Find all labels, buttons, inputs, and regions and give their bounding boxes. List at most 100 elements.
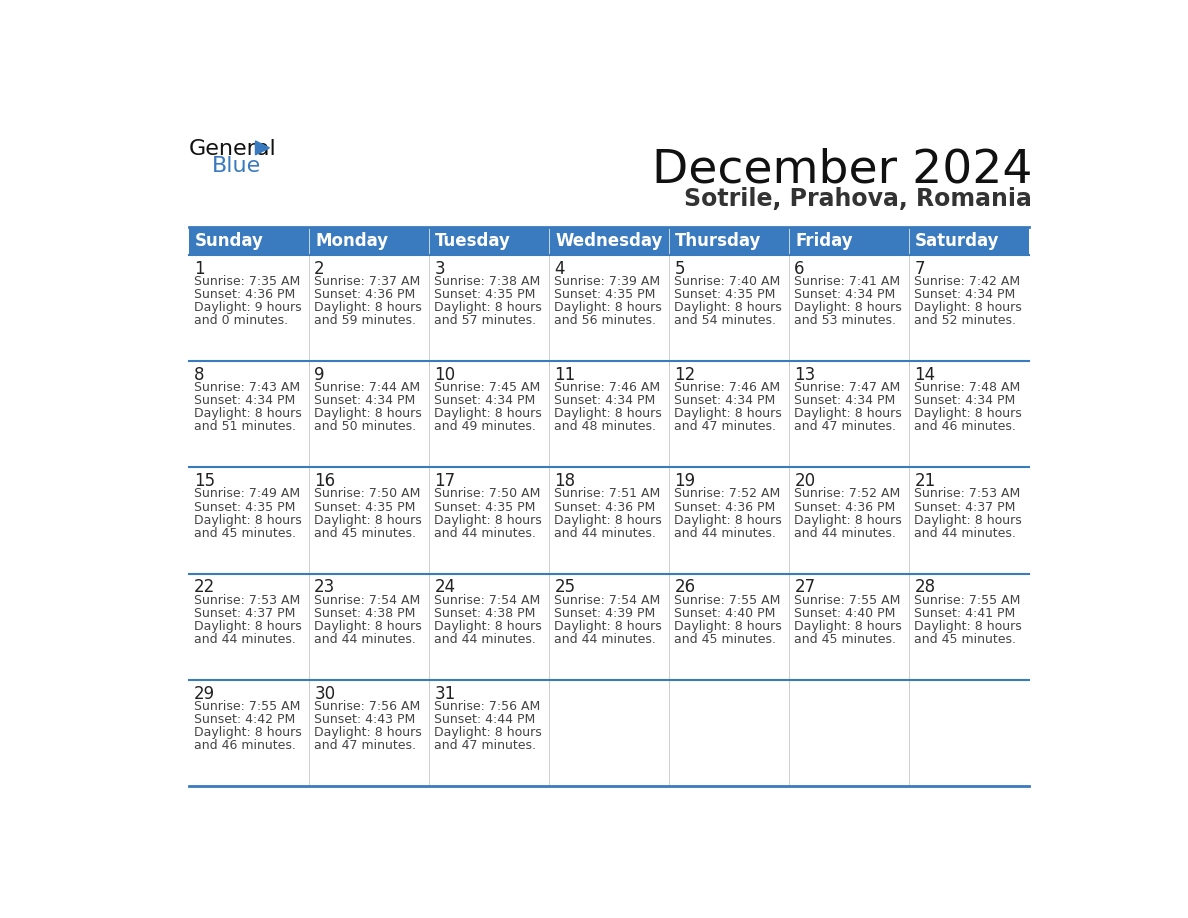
Text: and 52 minutes.: and 52 minutes. [915, 314, 1016, 327]
Text: 4: 4 [555, 260, 564, 277]
Text: Sunrise: 7:55 AM: Sunrise: 7:55 AM [795, 594, 901, 607]
Text: and 45 minutes.: and 45 minutes. [194, 527, 296, 540]
Text: 10: 10 [435, 365, 455, 384]
Text: Sunset: 4:34 PM: Sunset: 4:34 PM [915, 288, 1016, 301]
Text: Sunset: 4:35 PM: Sunset: 4:35 PM [555, 288, 656, 301]
Text: Sunset: 4:35 PM: Sunset: 4:35 PM [435, 500, 536, 513]
Bar [789, 680, 909, 786]
Bar [669, 227, 789, 255]
Text: Daylight: 8 hours: Daylight: 8 hours [435, 514, 542, 527]
Text: Daylight: 8 hours: Daylight: 8 hours [315, 620, 422, 633]
Text: Wednesday: Wednesday [555, 232, 663, 250]
Text: Daylight: 8 hours: Daylight: 8 hours [315, 726, 422, 739]
Bar [429, 227, 549, 255]
Text: Sunrise: 7:41 AM: Sunrise: 7:41 AM [795, 274, 901, 288]
Text: 5: 5 [675, 260, 684, 277]
Text: Blue: Blue [211, 156, 261, 176]
Text: Sunset: 4:43 PM: Sunset: 4:43 PM [315, 713, 416, 726]
Text: and 51 minutes.: and 51 minutes. [194, 420, 296, 433]
Bar [909, 227, 1029, 255]
Text: Sunset: 4:38 PM: Sunset: 4:38 PM [315, 607, 416, 620]
Text: Sunset: 4:44 PM: Sunset: 4:44 PM [435, 713, 536, 726]
Bar [549, 361, 669, 467]
Text: Sunrise: 7:53 AM: Sunrise: 7:53 AM [915, 487, 1020, 500]
Text: Sunrise: 7:54 AM: Sunrise: 7:54 AM [315, 594, 421, 607]
Text: Sunrise: 7:52 AM: Sunrise: 7:52 AM [675, 487, 781, 500]
Bar [189, 255, 309, 361]
Text: and 57 minutes.: and 57 minutes. [435, 314, 536, 327]
Text: Sunrise: 7:50 AM: Sunrise: 7:50 AM [315, 487, 421, 500]
Text: Daylight: 8 hours: Daylight: 8 hours [795, 408, 902, 420]
Text: Daylight: 8 hours: Daylight: 8 hours [675, 301, 782, 314]
Text: 12: 12 [675, 365, 695, 384]
Text: Daylight: 8 hours: Daylight: 8 hours [435, 620, 542, 633]
Bar [789, 255, 909, 361]
Text: Daylight: 8 hours: Daylight: 8 hours [915, 301, 1022, 314]
Text: Daylight: 9 hours: Daylight: 9 hours [194, 301, 302, 314]
Text: Daylight: 8 hours: Daylight: 8 hours [915, 620, 1022, 633]
Text: 1: 1 [194, 260, 204, 277]
Bar [549, 467, 669, 574]
Text: Sunset: 4:35 PM: Sunset: 4:35 PM [194, 500, 296, 513]
Text: Sunset: 4:38 PM: Sunset: 4:38 PM [435, 607, 536, 620]
Text: December 2024: December 2024 [651, 147, 1032, 192]
Text: 19: 19 [675, 472, 695, 490]
Text: 22: 22 [194, 578, 215, 597]
Text: Daylight: 8 hours: Daylight: 8 hours [315, 301, 422, 314]
Bar [909, 255, 1029, 361]
Text: Daylight: 8 hours: Daylight: 8 hours [194, 726, 302, 739]
Text: and 59 minutes.: and 59 minutes. [315, 314, 416, 327]
Bar [669, 680, 789, 786]
Bar [429, 255, 549, 361]
Text: Sunset: 4:37 PM: Sunset: 4:37 PM [915, 500, 1016, 513]
Bar [189, 680, 309, 786]
Text: Daylight: 8 hours: Daylight: 8 hours [435, 726, 542, 739]
Text: and 46 minutes.: and 46 minutes. [194, 739, 296, 752]
Text: Sunset: 4:34 PM: Sunset: 4:34 PM [795, 288, 896, 301]
Bar [549, 680, 669, 786]
Text: 16: 16 [315, 472, 335, 490]
Text: Sunrise: 7:39 AM: Sunrise: 7:39 AM [555, 274, 661, 288]
Text: Sotrile, Prahova, Romania: Sotrile, Prahova, Romania [684, 187, 1032, 211]
Text: Sunrise: 7:46 AM: Sunrise: 7:46 AM [555, 381, 661, 394]
Text: and 44 minutes.: and 44 minutes. [675, 527, 776, 540]
Text: Sunset: 4:34 PM: Sunset: 4:34 PM [315, 395, 416, 408]
Bar [429, 680, 549, 786]
Text: Sunset: 4:35 PM: Sunset: 4:35 PM [435, 288, 536, 301]
Text: 28: 28 [915, 578, 935, 597]
Text: and 53 minutes.: and 53 minutes. [795, 314, 896, 327]
Bar [309, 255, 429, 361]
Text: Daylight: 8 hours: Daylight: 8 hours [555, 408, 662, 420]
Text: 30: 30 [315, 685, 335, 702]
Text: Sunset: 4:34 PM: Sunset: 4:34 PM [915, 395, 1016, 408]
Text: 6: 6 [795, 260, 804, 277]
Text: 9: 9 [315, 365, 324, 384]
Text: Sunrise: 7:44 AM: Sunrise: 7:44 AM [315, 381, 421, 394]
Text: Daylight: 8 hours: Daylight: 8 hours [194, 408, 302, 420]
Text: 8: 8 [194, 365, 204, 384]
Bar [909, 680, 1029, 786]
Text: 24: 24 [435, 578, 455, 597]
Text: and 47 minutes.: and 47 minutes. [795, 420, 896, 433]
Text: and 48 minutes.: and 48 minutes. [555, 420, 656, 433]
Bar [549, 255, 669, 361]
Text: Daylight: 8 hours: Daylight: 8 hours [795, 301, 902, 314]
Text: 17: 17 [435, 472, 455, 490]
Text: and 45 minutes.: and 45 minutes. [315, 527, 416, 540]
Text: and 46 minutes.: and 46 minutes. [915, 420, 1016, 433]
Text: Daylight: 8 hours: Daylight: 8 hours [555, 620, 662, 633]
Text: and 45 minutes.: and 45 minutes. [675, 633, 776, 646]
Text: Daylight: 8 hours: Daylight: 8 hours [795, 620, 902, 633]
Text: and 44 minutes.: and 44 minutes. [194, 633, 296, 646]
Text: Sunrise: 7:53 AM: Sunrise: 7:53 AM [194, 594, 301, 607]
Text: Sunset: 4:35 PM: Sunset: 4:35 PM [315, 500, 416, 513]
Bar [909, 574, 1029, 680]
Text: and 47 minutes.: and 47 minutes. [435, 739, 536, 752]
Text: and 0 minutes.: and 0 minutes. [194, 314, 289, 327]
Text: Sunrise: 7:55 AM: Sunrise: 7:55 AM [915, 594, 1020, 607]
Text: 2: 2 [315, 260, 324, 277]
Text: and 45 minutes.: and 45 minutes. [795, 633, 896, 646]
Text: Sunrise: 7:51 AM: Sunrise: 7:51 AM [555, 487, 661, 500]
Text: and 49 minutes.: and 49 minutes. [435, 420, 536, 433]
Text: Daylight: 8 hours: Daylight: 8 hours [555, 514, 662, 527]
